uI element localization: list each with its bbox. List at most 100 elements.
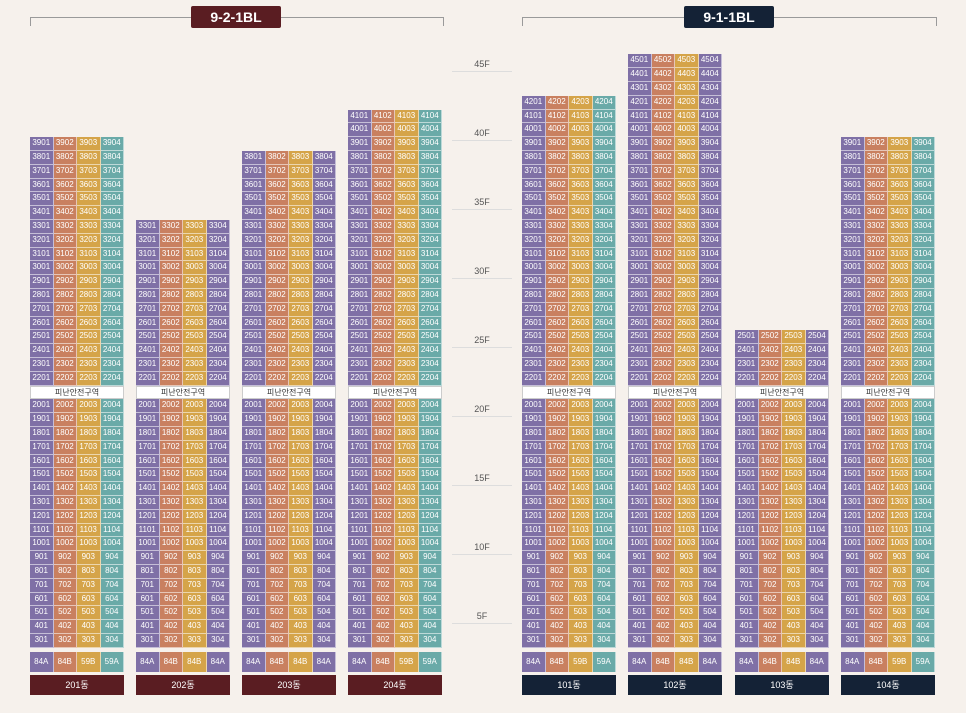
unit-cell: 3601: [628, 178, 652, 193]
unit-cell: 1202: [159, 509, 183, 524]
unit-cell: 1603: [395, 454, 419, 469]
unit-cell: 2702: [545, 302, 569, 317]
unit-cell: 604: [206, 592, 230, 607]
unit-cell: 704: [698, 578, 722, 593]
unit-cell: 3704: [911, 164, 935, 179]
unit-cell: 3303: [675, 220, 699, 234]
unit-cell: 2503: [395, 330, 419, 345]
unit-cell: 2502: [265, 330, 289, 345]
unit-cell: 3802: [265, 151, 289, 165]
unit-cell: 2603: [395, 316, 419, 331]
unit-cell: 1103: [888, 523, 912, 538]
unit-cell: 1704: [698, 440, 722, 455]
unit-cell: 301: [30, 634, 54, 648]
unit-cell: 3902: [545, 137, 569, 151]
unit-cell: 3902: [371, 137, 395, 151]
unit-cell: 2403: [395, 344, 419, 358]
unit-cell: 3602: [371, 178, 395, 193]
unit-cell: 301: [841, 634, 865, 648]
unit-cell: 1803: [77, 427, 101, 441]
unit-cell: 1203: [569, 509, 593, 524]
unit-cell: 3004: [312, 261, 336, 276]
unit-cell: 3104: [206, 247, 230, 262]
unit-cell: 1101: [30, 523, 54, 538]
unit-cell: 3301: [522, 220, 546, 234]
unit-cell: 2402: [371, 344, 395, 358]
unit-cell: 1503: [289, 468, 313, 483]
unit-cell: 2002: [758, 399, 782, 414]
unit-cell: 2402: [545, 344, 569, 358]
unit-cell: 3302: [371, 220, 395, 234]
unit-cell: 2301: [242, 358, 266, 372]
unit-cell: 3404: [100, 206, 124, 220]
unit-cell: 3602: [265, 178, 289, 193]
unit-cell: 301: [136, 634, 160, 648]
unit-cell: 3203: [77, 233, 101, 248]
unit-cell: 2302: [159, 358, 183, 372]
unit-cell: 2401: [136, 344, 160, 358]
unit-cell: 1703: [395, 440, 419, 455]
unit-cell: 2604: [312, 316, 336, 331]
unit-cell: 704: [805, 578, 829, 593]
unit-cell: 601: [841, 592, 865, 607]
unit-cell: 3304: [100, 220, 124, 234]
unit-cell: 4102: [545, 109, 569, 124]
unit-cell: 804: [592, 565, 616, 579]
unit-cell: 1701: [348, 440, 372, 455]
unit-cell: 4501: [628, 54, 652, 69]
unit-cell: 2002: [159, 399, 183, 414]
unit-cell: 1201: [136, 509, 160, 524]
unit-cell: 2003: [183, 399, 207, 414]
unit-cell: 1804: [100, 427, 124, 441]
unit-cell: 2801: [628, 289, 652, 303]
unit-cell: 4102: [651, 109, 675, 124]
unit-cell: 1904: [592, 413, 616, 427]
unit-cell: 603: [782, 592, 806, 607]
unit-cell: 2903: [888, 275, 912, 289]
unit-cell: 3201: [522, 233, 546, 248]
unit-cell: 1001: [735, 537, 759, 552]
unit-cell: 801: [522, 565, 546, 579]
unit-cell: 3103: [395, 247, 419, 262]
unit-cell: 302: [371, 634, 395, 648]
unit-cell: 1501: [522, 468, 546, 483]
unit-cell: 1302: [159, 496, 183, 510]
unit-cell: 3103: [289, 247, 313, 262]
unit-cell: 3304: [206, 220, 230, 234]
unit-cell: 1303: [782, 496, 806, 510]
unit-cell: 2904: [206, 275, 230, 289]
unit-cell: 901: [841, 551, 865, 565]
unit-cell: 903: [569, 551, 593, 565]
unit-cell: 1803: [888, 427, 912, 441]
unit-cell: 1404: [698, 482, 722, 496]
unit-cell: 2302: [371, 358, 395, 372]
unit-cell: 1202: [864, 509, 888, 524]
unit-cell: 901: [242, 551, 266, 565]
unit-cell: 904: [312, 551, 336, 565]
unit-cell: 2501: [136, 330, 160, 345]
unit-type: 84A: [805, 652, 829, 672]
unit-cell: 3901: [348, 137, 372, 151]
unit-cell: 602: [864, 592, 888, 607]
unit-cell: 1401: [242, 482, 266, 496]
unit-cell: 504: [698, 606, 722, 621]
unit-type: 84A: [242, 652, 266, 672]
unit-cell: 304: [805, 634, 829, 648]
unit-cell: 3801: [628, 151, 652, 165]
unit-cell: 3304: [911, 220, 935, 234]
unit-cell: 2902: [864, 275, 888, 289]
unit-cell: 2004: [592, 399, 616, 414]
unit-cell: 2904: [911, 275, 935, 289]
unit-cell: 2404: [805, 344, 829, 358]
unit-cell: 2301: [136, 358, 160, 372]
unit-cell: 904: [592, 551, 616, 565]
unit-cell: 3103: [183, 247, 207, 262]
unit-cell: 803: [782, 565, 806, 579]
unit-cell: 1604: [418, 454, 442, 469]
unit-cell: 1304: [592, 496, 616, 510]
unit-cell: 703: [782, 578, 806, 593]
unit-cell: 2303: [289, 358, 313, 372]
unit-cell: 903: [289, 551, 313, 565]
unit-cell: 702: [651, 578, 675, 593]
unit-cell: 503: [675, 606, 699, 621]
